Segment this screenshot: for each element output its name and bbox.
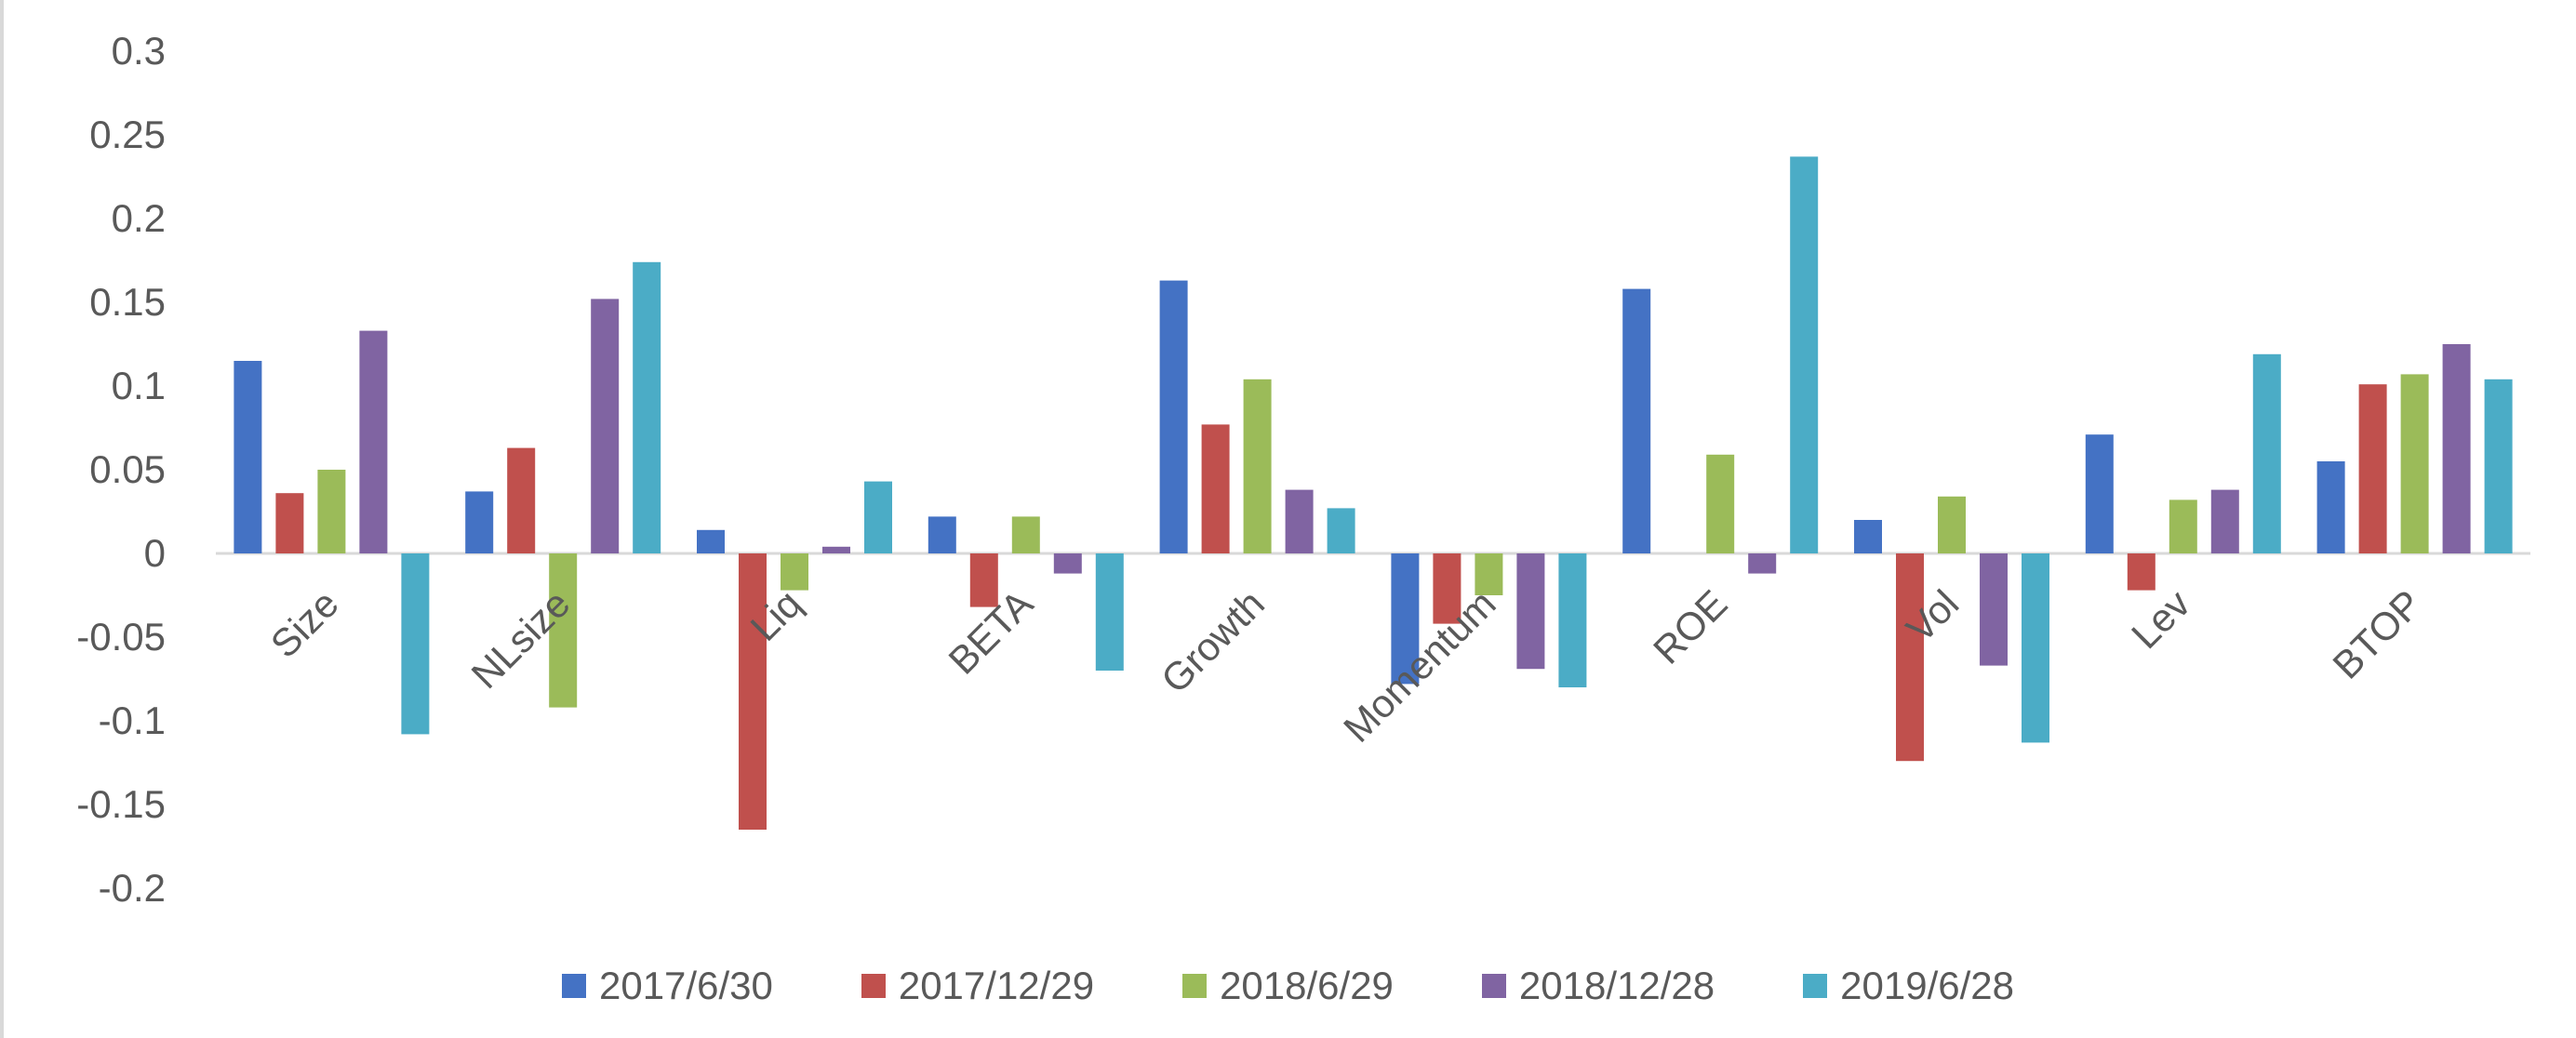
bar-2018-12-28-momentum — [1516, 553, 1545, 670]
legend-label: 2018/6/29 — [1220, 964, 1394, 1007]
x-category-label: BTOP — [2324, 581, 2430, 687]
bar-2019-6-28-nlsize — [633, 261, 661, 553]
bar-2017-12-29-liq — [739, 553, 767, 830]
bar-2019-6-28-liq — [864, 481, 892, 553]
y-tick-label: -0.2 — [99, 866, 166, 910]
y-tick-label: 0 — [144, 531, 166, 575]
bar-2018-6-29-nlsize — [549, 553, 578, 708]
bar-2018-6-29-lev — [2169, 499, 2197, 553]
legend-swatch — [1803, 974, 1828, 998]
bar-2018-6-29-vol — [1938, 496, 1966, 553]
y-tick-label: 0.15 — [89, 280, 166, 324]
bar-2018-12-28-beta — [1053, 553, 1082, 574]
y-tick-label: 0.25 — [89, 113, 166, 156]
bar-2017-12-29-nlsize — [507, 447, 536, 553]
legend: 2017/6/30 2017/12/29 2018/6/29 2018/12/28 20… — [0, 958, 2576, 1014]
bar-2017-12-29-vol — [1896, 553, 1924, 762]
x-category-label: Size — [262, 581, 347, 666]
legend-label: 2018/12/28 — [1518, 964, 1715, 1007]
x-category-label: Growth — [1153, 581, 1273, 701]
bar-2017-12-29-beta — [969, 553, 998, 607]
y-tick-label: -0.15 — [76, 782, 166, 826]
bar-2018-6-29-liq — [781, 553, 808, 591]
y-tick-label: -0.1 — [99, 699, 166, 742]
bar-2017-6-30-liq — [697, 529, 725, 553]
legend-swatch — [1481, 974, 1506, 998]
x-category-label: ROE — [1645, 581, 1736, 672]
bar-2017-6-30-roe — [1622, 288, 1651, 553]
bar-2018-6-29-roe — [1706, 454, 1735, 553]
legend-item: 2019/6/28 — [1803, 964, 2014, 1008]
bar-2018-6-29-momentum — [1475, 553, 1503, 595]
y-tick-label: 0.1 — [112, 364, 166, 407]
bar-2018-12-28-btop — [2442, 344, 2471, 553]
bar-2017-12-29-btop — [2358, 384, 2387, 553]
bar-2018-12-28-growth — [1285, 489, 1314, 553]
bar-2018-6-29-beta — [1011, 516, 1040, 553]
left-border — [0, 0, 4, 1038]
bar-2017-6-30-lev — [2085, 434, 2114, 553]
legend-label: 2017/12/29 — [898, 964, 1095, 1007]
x-category-label: Momentum — [1335, 581, 1504, 751]
y-tick-label: 0.2 — [112, 196, 166, 240]
bar-2019-6-28-vol — [2022, 553, 2049, 743]
legend-item: 2018/6/29 — [1182, 964, 1394, 1008]
y-tick-label: -0.05 — [76, 615, 166, 659]
y-tick-label: 0.3 — [112, 29, 166, 73]
bar-2019-6-28-roe — [1790, 156, 1819, 553]
bar-2017-6-30-btop — [2316, 461, 2345, 553]
bar-2017-6-30-vol — [1854, 520, 1882, 553]
bar-2017-6-30-growth — [1159, 280, 1188, 553]
bar-chart: 0.3 0.25 0.2 0.15 0.1 0.05 0 -0.05 -0.1 -0.15 -0.2… — [76, 29, 2530, 910]
bar-2018-12-28-size — [359, 330, 388, 553]
bar-2018-12-28-roe — [1748, 553, 1777, 574]
bar-2018-6-29-growth — [1243, 379, 1272, 553]
bar-2018-12-28-vol — [1980, 553, 2008, 666]
legend-swatch — [1182, 974, 1208, 998]
bar-2018-12-28-lev — [2210, 489, 2239, 553]
legend-item: 2018/12/28 — [1481, 964, 1715, 1008]
bar-2017-12-29-lev — [2127, 553, 2156, 591]
bar-2017-6-30-momentum — [1391, 553, 1420, 685]
bar-2019-6-28-lev — [2252, 353, 2281, 553]
bar-2017-6-30-size — [234, 361, 262, 553]
bar-2017-6-30-beta — [928, 516, 956, 553]
bar-2019-6-28-beta — [1095, 553, 1124, 671]
bar-2019-6-28-size — [401, 553, 430, 735]
bar-2018-6-29-size — [317, 470, 346, 553]
bar-2019-6-28-btop — [2484, 379, 2513, 553]
bar-2017-12-29-size — [275, 493, 304, 553]
bar-2018-12-28-liq — [822, 546, 850, 553]
bar-2017-6-30-nlsize — [465, 491, 494, 553]
x-category-label: Lev — [2123, 581, 2198, 657]
y-tick-label: 0.05 — [89, 447, 166, 491]
bar-2019-6-28-momentum — [1558, 553, 1587, 687]
bar-2017-12-29-momentum — [1433, 553, 1462, 624]
legend-label: 2019/6/28 — [1840, 964, 2014, 1007]
bar-2018-12-28-nlsize — [591, 299, 620, 553]
legend-swatch — [561, 974, 586, 998]
legend-item: 2017/6/30 — [561, 964, 773, 1008]
bar-2017-12-29-growth — [1201, 424, 1230, 553]
bar-2018-6-29-btop — [2400, 374, 2429, 553]
legend-label: 2017/6/30 — [598, 964, 773, 1007]
legend-item: 2017/12/29 — [861, 964, 1094, 1008]
bar-2019-6-28-growth — [1327, 508, 1355, 553]
legend-swatch — [861, 974, 886, 998]
